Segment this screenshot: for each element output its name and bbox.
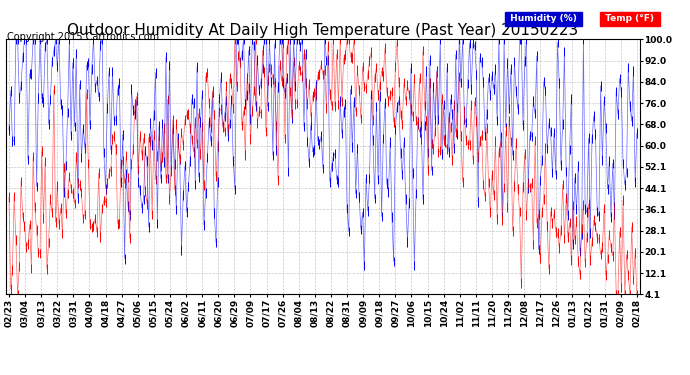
Text: Copyright 2015 Cartronics.com: Copyright 2015 Cartronics.com bbox=[7, 32, 159, 42]
Title: Outdoor Humidity At Daily High Temperature (Past Year) 20150223: Outdoor Humidity At Daily High Temperatu… bbox=[68, 23, 578, 38]
Text: Humidity (%): Humidity (%) bbox=[507, 14, 580, 23]
Text: Temp (°F): Temp (°F) bbox=[602, 14, 658, 23]
